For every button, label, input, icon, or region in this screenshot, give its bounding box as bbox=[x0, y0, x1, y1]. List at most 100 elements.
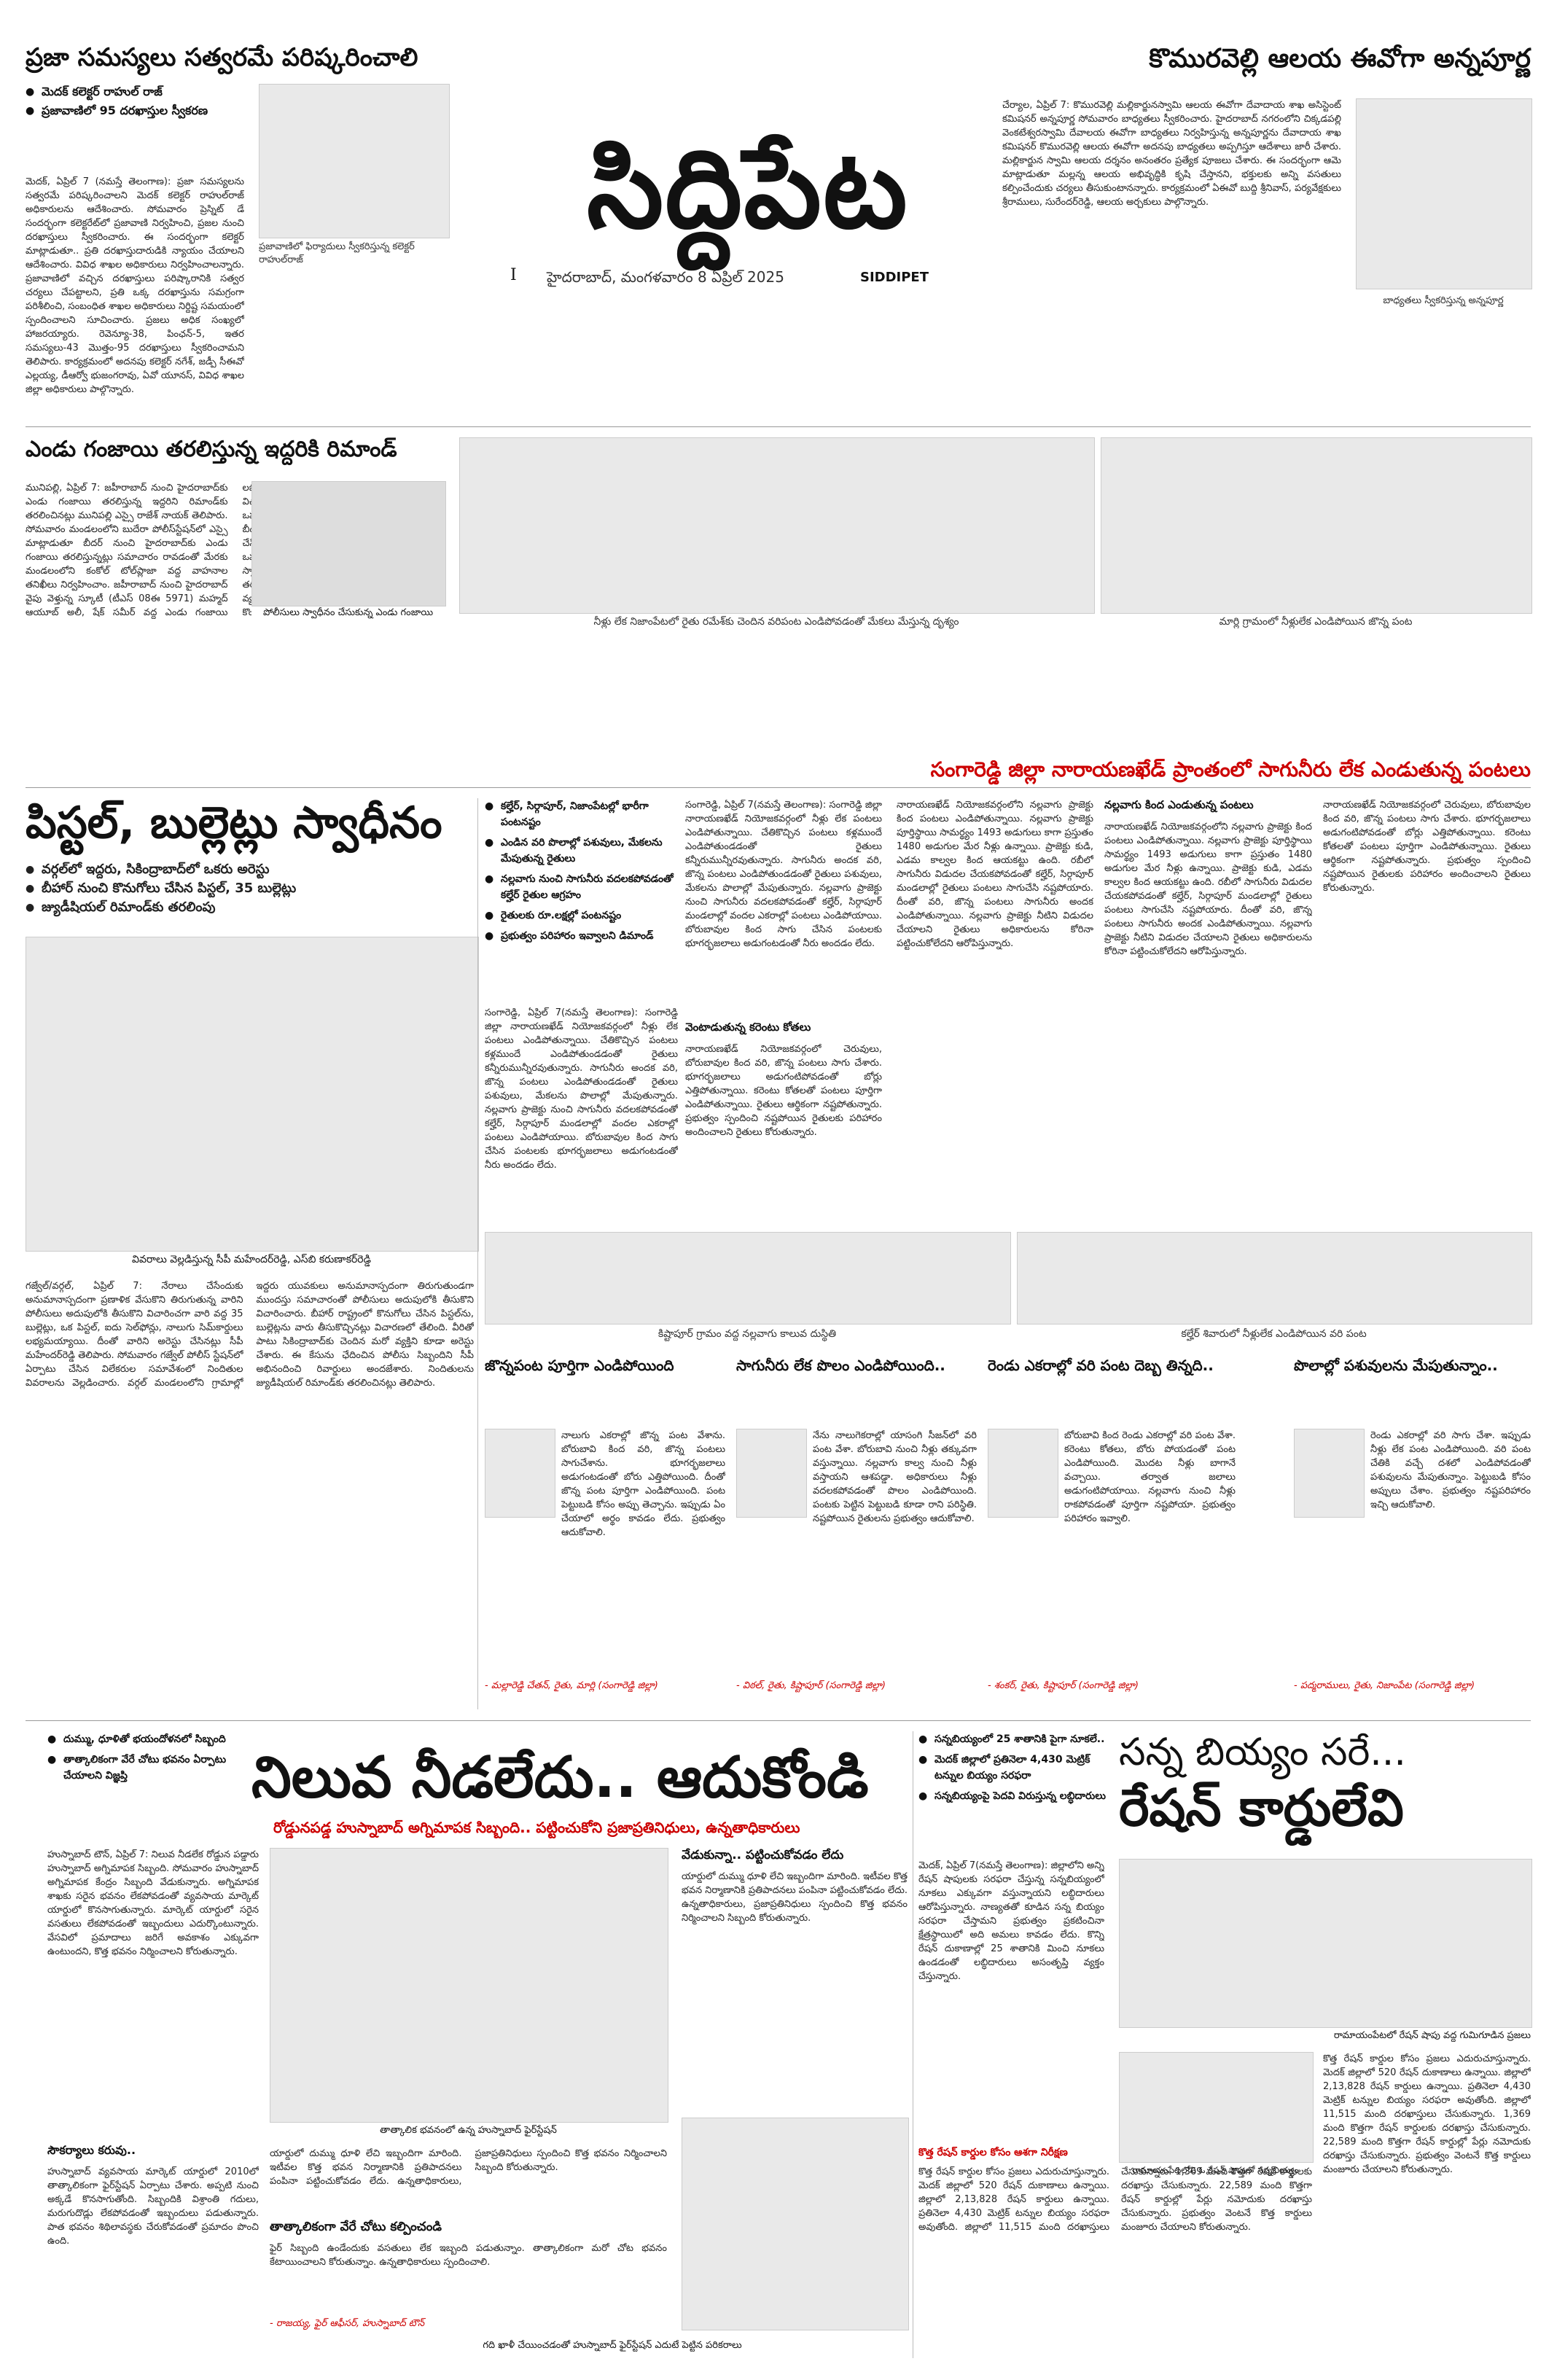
article-body: నారాయణఖేడ్ నియోజకవర్గంలోని నల్లవాగు ప్రా… bbox=[897, 800, 1093, 949]
article-body: యార్డులో దుమ్ము ధూళి లేచి ఇబ్బందిగా మారి… bbox=[682, 1871, 908, 1924]
bullet-item: సన్నబియ్యంలో 25 శాతానికి పైగా నూకలే.. bbox=[918, 1731, 1108, 1747]
article-body: మెదక్, ఏప్రిల్ 7(నమస్తే తెలంగాణ): జిల్లా… bbox=[918, 1860, 1104, 1982]
farmer-quote: సాగునీరు లేక పొలం ఎండిపోయింది.. నేను నాల… bbox=[736, 1356, 977, 1706]
article-body: మెదక్, ఏప్రిల్ 7 (నమస్తే తెలంగాణ): ప్రజా… bbox=[26, 176, 244, 395]
divider bbox=[26, 426, 1531, 427]
photo-caption: వివరాలు వెల్లడిస్తున్న సీపీ మహేందర్‌రెడ్… bbox=[132, 1254, 371, 1265]
farmer-photo bbox=[485, 1429, 555, 1518]
article-komuravelli: కొమురవెల్లి ఆలయ ఈవోగా అన్నపూర్ణ చేర్యాల,… bbox=[1002, 44, 1532, 408]
bullet-item: రైతులకు రూ.లక్షల్లో పంటనష్టం bbox=[485, 908, 678, 924]
article-body-cont bbox=[259, 277, 448, 415]
farmer-quote: పొలాల్లో పశువులను మేపుతున్నాం.. రెండు ఎక… bbox=[1294, 1356, 1531, 1706]
side-bullets: కల్హేర్, సిర్గాపూర్, నిజాంపేటల్లో భారీగా… bbox=[485, 798, 678, 944]
deck: రోడ్డునపడ్డ హుస్నాబాద్ అగ్నిమాపక సిబ్బంద… bbox=[273, 1819, 800, 1836]
news-photo bbox=[1101, 437, 1532, 614]
news-photo bbox=[1356, 98, 1532, 289]
photo-caption: పోలీసులు స్వాధీనం చేసుకున్న ఎండు గంజాయి bbox=[251, 606, 445, 620]
photo-caption: తాత్కాలిక భవనంలో ఉన్న హుస్నాబాద్ ఫైర్‌స్… bbox=[380, 2125, 557, 2136]
article-ganjayi: ఎండు గంజాయి తరలిస్తున్న ఇద్దరికి రిమాండ్… bbox=[26, 437, 448, 773]
article-body: నారాయణఖేడ్ నియోజకవర్గంలోని నల్లవాగు ప్రా… bbox=[1104, 822, 1312, 957]
sub-heading: వేడుకున్నా.. పట్టించుకోవడం లేదు bbox=[682, 1848, 844, 1862]
quote-title: జొన్నపంట పూర్తిగా ఎండిపోయింది bbox=[485, 1357, 674, 1374]
photo-caption: బాధ్యతలు స్వీకరిస్తున్న అన్నపూర్ణ bbox=[1383, 295, 1504, 306]
news-photo bbox=[1017, 1232, 1532, 1324]
headline: రేషన్ కార్డులేవి bbox=[1119, 1778, 1404, 1838]
bullet-item: దుమ్ము, ధూళితో భయందోళనలో సిబ్బంది bbox=[47, 1731, 244, 1747]
farmer-photo bbox=[988, 1429, 1058, 1518]
bullet-item: ప్రజావాణిలో 95 దరఖాస్తుల స్వీకరణ bbox=[26, 101, 237, 120]
photo-caption: రామాయంపేటలో రేషన్ షాపు వద్ద గుమిగూడిన ప్… bbox=[1333, 2030, 1531, 2041]
bullet-list: వర్గల్‌లో ఇద్దరు, సికింద్రాబాద్‌లో ఒకరు … bbox=[26, 860, 477, 917]
news-photo bbox=[682, 2118, 909, 2330]
quote-byline: - మల్లారెడ్డి చేతన్, రైతు, మార్లి (సంగార… bbox=[485, 1680, 658, 1691]
headline: నిలువ నీడలేదు.. ఆదుకోండి bbox=[251, 1745, 869, 1811]
bullet-list: మెదక్ కలెక్టర్ రాహుల్ రాజ్ ప్రజావాణిలో 9… bbox=[26, 82, 237, 120]
quote-body: నేను నాలుగెకరాల్లో యాసంగి సీజన్‌లో వరి ప… bbox=[813, 1430, 977, 1524]
column-divider bbox=[477, 798, 478, 1709]
sub-heading: వెంటాడుతున్న కరెంటు కోతలు bbox=[685, 1021, 811, 1034]
news-photo bbox=[1119, 1859, 1532, 2028]
article-pistol: పిస్టల్, బుల్లెట్లు స్వాధీనం వర్గల్‌లో ఇ… bbox=[26, 797, 479, 1702]
quote-title: సాగునీరు లేక పొలం ఎండిపోయింది.. bbox=[736, 1357, 945, 1374]
divider bbox=[26, 787, 1531, 788]
article-body: నారాయణఖేడ్ నియోజకవర్గంలో చెరువులు, బోరుబ… bbox=[685, 1044, 882, 1138]
bullet-list: దుమ్ము, ధూళితో భయందోళనలో సిబ్బంది తాత్కా… bbox=[47, 1731, 244, 1784]
news-photo bbox=[270, 1848, 668, 2123]
quote-byline: - రాజయ్య, ఫైర్ ఆఫీసర్, హుస్నాబాద్ టౌన్ bbox=[270, 2318, 425, 2329]
news-photo bbox=[259, 84, 450, 238]
news-photo bbox=[459, 437, 1095, 614]
quote-title: రెండు ఎకరాల్లో వరి పంట దెబ్బ తిన్నది.. bbox=[988, 1357, 1214, 1374]
farmer-quote: జొన్నపంట పూర్తిగా ఎండిపోయింది నాలుగు ఎకర… bbox=[485, 1356, 725, 1706]
bullet-item: మెదక్ కలెక్టర్ రాహుల్ రాజ్ bbox=[26, 82, 237, 101]
quote-body: నాలుగు ఎకరాల్లో జొన్న పంట వేశాను. బోరుబా… bbox=[561, 1430, 725, 1538]
quote-byline: - పద్మరాములు, రైతు, నిజాంపేట (సంగారెడ్డి… bbox=[1294, 1680, 1475, 1691]
bullet-item: కల్హేర్, సిర్గాపూర్, నిజాంపేటల్లో భారీగా… bbox=[485, 798, 678, 830]
sub-heading: సౌకర్యాలు కరువు.. bbox=[47, 2143, 136, 2157]
news-photo bbox=[26, 937, 479, 1252]
article-body: చేర్యాల, ఏప్రిల్ 7: కొమురవెల్లి మల్లికార… bbox=[1002, 100, 1341, 208]
article-body: హుస్నాబాద్ వ్యవసాయ మార్కెట్ యార్డులో 201… bbox=[47, 2166, 259, 2247]
sub-heading: కొత్త రేషన్ కార్డుల కోసం ఆశగా నిరీక్షణ bbox=[918, 2147, 1068, 2158]
divider bbox=[26, 1720, 1531, 1721]
headline: కొమురవెల్లి ఆలయ ఈవోగా అన్నపూర్ణ bbox=[1149, 44, 1531, 74]
farmer-photo bbox=[1294, 1429, 1365, 1518]
article-body: యార్డులో దుమ్ము ధూళి లేచి ఇబ్బందిగా మారి… bbox=[270, 2148, 667, 2187]
article-body: కొత్త రేషన్ కార్డుల కోసం ప్రజలు ఎదురుచూస… bbox=[918, 2166, 1312, 2233]
bullet-item: ఎండిన వరి పొలాల్లో పశువులు, మేకలను మేపుత… bbox=[485, 835, 678, 867]
masthead-dateline: హైదరాబాద్, మంగళవారం 8 ఏప్రిల్ 2025 bbox=[547, 268, 784, 286]
section-headline: సంగారెడ్డి జిల్లా నారాయణఖేడ్ ప్రాంతంలో స… bbox=[930, 757, 1531, 781]
sub-heading: నల్లవాగు కింద ఎండుతున్న పంటలు bbox=[1104, 798, 1254, 811]
article-body: గజ్వేల్/వర్గల్, ఏప్రిల్ 7: నేరాలు చేసేంద… bbox=[26, 1281, 474, 1389]
headline: ఎండు గంజాయి తరలిస్తున్న ఇద్దరికి రిమాండ్ bbox=[26, 437, 397, 462]
bullet-list: కల్హేర్, సిర్గాపూర్, నిజాంపేటల్లో భారీగా… bbox=[485, 798, 678, 944]
bullet-item: మెదక్ జిల్లాలో ప్రతినెలా 4,430 మెట్రిక్ … bbox=[918, 1752, 1108, 1784]
bullet-item: వర్గల్‌లో ఇద్దరు, సికింద్రాబాద్‌లో ఒకరు … bbox=[26, 860, 477, 879]
article-body: నారాయణఖేడ్ నియోజకవర్గంలో చెరువులు, బోరుబ… bbox=[1323, 800, 1531, 894]
photo-caption: ప్రజావాణిలో ఫిర్యాదులు స్వీకరిస్తున్న కల… bbox=[259, 241, 415, 265]
photo-caption: రామాయంపేటలోని ఓ రేషన్ షాపులో సన్నబియ్యం bbox=[1132, 2165, 1299, 2175]
article-body: సంగారెడ్డి, ఏప్రిల్ 7(నమస్తే తెలంగాణ): స… bbox=[685, 800, 882, 949]
masthead-roman-mark: I bbox=[510, 266, 517, 284]
photo-caption: నీళ్లు లేక నిజాంపేటలో రైతు రమేశ్‌కు చెంద… bbox=[593, 616, 959, 628]
bullet-item: తాత్కాలికంగా వేరే చోటు భవనం ఏర్పాటు చేయా… bbox=[47, 1752, 244, 1784]
article-body: కొత్త రేషన్ కార్డుల కోసం ప్రజలు ఎదురుచూస… bbox=[1323, 2053, 1531, 2175]
farmer-quote: రెండు ఎకరాల్లో వరి పంట దెబ్బ తిన్నది.. బ… bbox=[988, 1356, 1236, 1706]
bullet-item: నల్లవాగు నుంచి సాగునీరు వదలకపోవడంతో కల్హ… bbox=[485, 871, 678, 903]
article-body: హుస్నాబాద్ టౌన్, ఏప్రిల్ 7: నిలువ నీడలేక… bbox=[47, 1849, 259, 1957]
quote-body: రెండు ఎకరాల్లో వరి సాగు చేశా. ఇప్పుడు నీ… bbox=[1370, 1430, 1531, 1510]
bullet-item: జ్యుడీషియల్ రిమాండ్‌కు తరలింపు bbox=[26, 898, 477, 917]
article-ration: సన్నబియ్యంలో 25 శాతానికి పైగా నూకలే.. మె… bbox=[918, 1731, 1532, 2365]
news-photo bbox=[485, 1232, 1011, 1324]
photo-caption: కిష్టాపూర్ గ్రామం వద్ద నల్లవాగు కాలువ దు… bbox=[657, 1328, 837, 1340]
article-praja-samasyalu: ప్రజా సమస్యలు సత్వరమే పరిష్కరించాలి మెదక… bbox=[26, 43, 450, 415]
article-body: సంగారెడ్డి, ఏప్రిల్ 7(నమస్తే తెలంగాణ): స… bbox=[485, 1007, 678, 1171]
bullet-list: సన్నబియ్యంలో 25 శాతానికి పైగా నూకలే.. మె… bbox=[918, 1731, 1108, 1804]
headline: పిస్టల్, బుల్లెట్లు స్వాధీనం bbox=[26, 797, 442, 848]
quote-byline: - శంకర్, రైతు, కిష్టాపూర్ (సంగారెడ్డి జి… bbox=[988, 1680, 1139, 1691]
masthead: సిద్దిపేట I హైదరాబాద్, మంగళవారం 8 ఏప్రిల… bbox=[467, 135, 991, 303]
quote-byline: - విఠల్, రైతు, కిష్టాపూర్ (సంగారెడ్డి జి… bbox=[736, 1680, 886, 1691]
quote-body: బోరుబావి కింద రెండు ఎకరాల్లో వరి పంట వేశ… bbox=[1064, 1430, 1236, 1524]
quote-title: పొలాల్లో పశువులను మేపుతున్నాం.. bbox=[1294, 1357, 1498, 1374]
farmer-photo bbox=[736, 1429, 807, 1518]
photo-caption: మార్లి గ్రామంలో నీళ్లులేక ఎండిపోయిన జొన్… bbox=[1219, 616, 1413, 628]
